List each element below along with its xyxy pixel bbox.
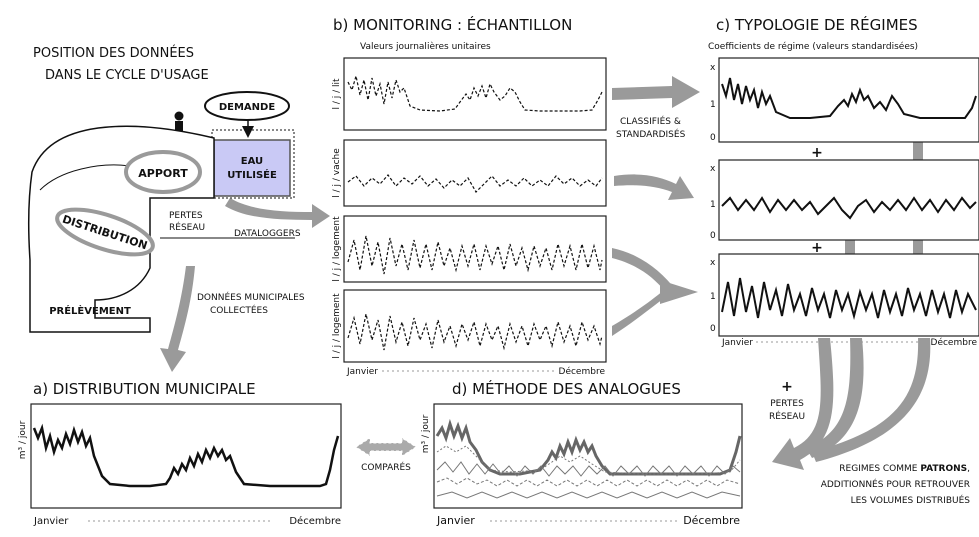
analogues-x-end: Décembre xyxy=(683,514,740,527)
regimes-patrons-line3: LES VOLUMES DISTRIBUÉS xyxy=(851,494,971,506)
analogues-series-4 xyxy=(436,491,741,499)
pertes-reseau-line1: PERTES xyxy=(169,211,203,221)
eau-label-line1: EAU xyxy=(241,156,263,167)
monitoring-x-start: Janvier xyxy=(346,367,378,377)
regime-plus-2: + xyxy=(811,240,823,256)
regime-1-tick-1: 1 xyxy=(710,100,716,110)
regime-2-tick-x: x xyxy=(710,164,716,174)
pertes-reseau-d-line2: RÉSEAU xyxy=(769,410,805,422)
cycle-title-line2: DANS LE CYCLE D'USAGE xyxy=(45,68,209,83)
pertes-reseau-line2: RÉSEAU xyxy=(169,221,205,233)
regime-1-tick-0: 0 xyxy=(710,133,716,143)
panel-b-subtitle: Valeurs journalières unitaires xyxy=(360,41,491,52)
regimes-patrons-line2: ADDITIONNÉS POUR RETROUVER xyxy=(821,478,970,490)
regime-series-2 xyxy=(721,196,977,220)
distribution-ellipse xyxy=(55,207,155,257)
monitoring-chart-1 xyxy=(343,57,607,131)
donnees-municipales-line2: COLLECTÉES xyxy=(210,304,268,316)
panel-regimes: c) TYPOLOGIE DE RÉGIMES Coefficients de … xyxy=(708,15,979,506)
panel-a-title: a) DISTRIBUTION MUNICIPALE xyxy=(33,380,256,398)
regime-3-tick-x: x xyxy=(710,258,716,268)
municipal-ylabel: m³ / jour xyxy=(18,420,28,459)
arrow-regimes-to-analogues xyxy=(772,338,834,470)
dataloggers-label: DATALOGGERS xyxy=(234,229,301,239)
arrow-to-monitoring xyxy=(225,198,330,228)
municipal-chart xyxy=(30,403,342,509)
apport-label: APPORT xyxy=(138,167,188,180)
regimes-patrons-line1: REGIMES COMME PATRONS, xyxy=(839,464,970,474)
monitoring-ylabel-4: l / j / logement xyxy=(332,293,342,359)
apport-ellipse xyxy=(124,150,202,194)
regime-plus-1: + xyxy=(811,145,823,161)
panel-municipal: a) DISTRIBUTION MUNICIPALE m³ / jour Jan… xyxy=(18,380,342,527)
monitoring-chart-2 xyxy=(343,139,607,207)
regimes-patrons-bold: PATRONS xyxy=(920,464,967,474)
analogues-series-1 xyxy=(436,445,741,475)
monitoring-ylabel-2: l / j / vache xyxy=(332,148,342,198)
regimes-patrons-pre: REGIMES COMME xyxy=(839,464,920,474)
municipal-series xyxy=(32,423,340,488)
analogues-chart xyxy=(433,403,743,509)
panel-analogues: d) MÉTHODE DES ANALOGUES m³ / jour Janvi… xyxy=(421,379,743,527)
arrow-classify-middle xyxy=(614,174,694,200)
usage-cycle-diagram: POSITION DES DONNÉES DANS LE CYCLE D'USA… xyxy=(27,45,330,372)
prelevement-label: PRÉLÈVEMENT xyxy=(49,304,131,317)
municipal-x-end: Décembre xyxy=(289,515,341,527)
arrow-classify-top xyxy=(612,76,700,108)
monitoring-chart-4 xyxy=(343,289,607,363)
pertes-reseau-d-line1: PERTES xyxy=(770,399,804,409)
compares-label: COMPARÉS xyxy=(361,461,411,473)
classifies-line2: STANDARDISÉS xyxy=(616,128,686,140)
panel-b-title: b) MONITORING : ÉCHANTILLON xyxy=(333,15,572,34)
regime-2-tick-0: 0 xyxy=(710,231,716,241)
regime-connector-3 xyxy=(913,238,923,256)
panel-c-title: c) TYPOLOGIE DE RÉGIMES xyxy=(716,15,918,34)
regime-connector-2 xyxy=(845,238,855,256)
analogues-series-2 xyxy=(436,461,741,477)
regime-connector-1 xyxy=(913,140,923,162)
regime-chart-2 xyxy=(718,159,979,241)
monitoring-x-end: Décembre xyxy=(559,366,606,377)
classifies-line1: CLASSIFIÉS & xyxy=(620,115,681,127)
arrow-regimes-to-analogues-3 xyxy=(812,338,931,462)
donnees-municipales-line1: DONNÉES MUNICIPALES xyxy=(197,291,305,303)
analogues-ylabel: m³ / jour xyxy=(421,414,431,453)
regime-3-tick-1: 1 xyxy=(710,292,716,302)
monitoring-chart-3 xyxy=(343,215,607,283)
arrow-regimes-to-analogues-2 xyxy=(806,338,864,458)
eau-utilisee-box xyxy=(213,139,291,197)
regime-x-start: Janvier xyxy=(721,338,753,348)
demande-ellipse xyxy=(204,91,290,121)
panel-d-title: d) MÉTHODE DES ANALOGUES xyxy=(452,379,681,398)
monitoring-series-2 xyxy=(347,174,603,193)
arrow-classify-bottom-head xyxy=(660,280,698,304)
regime-x-end: Décembre xyxy=(931,337,978,348)
monitoring-ylabel-3: l / j / logement xyxy=(332,216,342,282)
eau-label-line2: UTILISÉE xyxy=(227,168,277,181)
analogues-x-start: Janvier xyxy=(436,514,475,527)
monitoring-series-1 xyxy=(347,75,603,112)
regime-3-tick-0: 0 xyxy=(710,324,716,334)
cycle-title-line1: POSITION DES DONNÉES xyxy=(33,45,194,61)
municipal-x-start: Janvier xyxy=(33,516,69,527)
regime-2-tick-1: 1 xyxy=(710,200,716,210)
panel-c-subtitle: Coefficients de régime (valeurs standard… xyxy=(708,41,918,52)
monitoring-series-3 xyxy=(347,235,603,275)
analogues-series-3 xyxy=(436,477,741,487)
arrow-to-municipal xyxy=(160,266,195,372)
monitoring-ylabel-1: l / j / lit xyxy=(332,78,342,110)
pertes-plus: + xyxy=(781,379,793,395)
regime-series-3 xyxy=(721,277,977,320)
monitoring-series-4 xyxy=(347,313,603,351)
regime-series-1 xyxy=(721,77,977,119)
regime-1-tick-x: x xyxy=(710,63,716,73)
compare-arrow: COMPARÉS xyxy=(355,437,417,473)
regimes-patrons-post: , xyxy=(967,464,970,474)
demande-label: DEMANDE xyxy=(219,102,275,113)
panel-monitoring: b) MONITORING : ÉCHANTILLON Valeurs jour… xyxy=(332,15,700,377)
